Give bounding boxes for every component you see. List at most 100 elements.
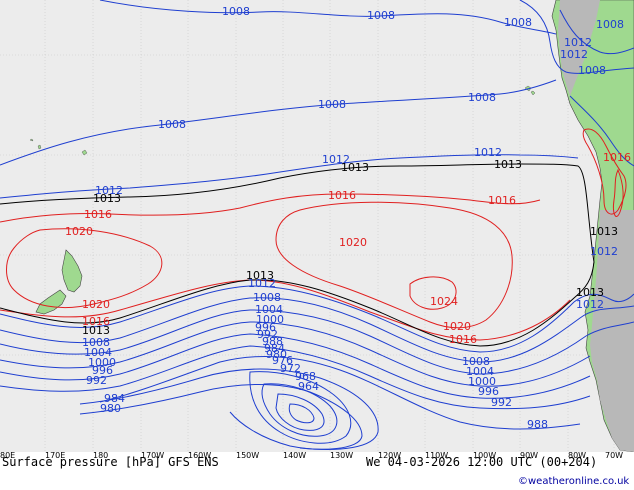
label-1000: 1000 — [256, 313, 284, 326]
label-1000: 1000 — [88, 356, 116, 369]
label-1004: 1004 — [84, 346, 112, 359]
label-980: 980 — [100, 402, 121, 415]
label-1012: 1012 — [322, 153, 350, 166]
label-1008: 1008 — [596, 18, 624, 31]
label-1016: 1016 — [449, 333, 477, 346]
label-988: 988 — [527, 418, 548, 431]
isobar-1016-chile — [582, 128, 627, 215]
isobar-labels: 1008 1008 1008 1008 1012 1012 1008 1008 … — [65, 5, 631, 431]
longitude-label: 80W — [568, 451, 586, 460]
longitude-label: 70W — [605, 451, 623, 460]
isobar-1012-north — [0, 154, 579, 199]
label-996: 996 — [478, 385, 499, 398]
label-1012: 1012 — [560, 48, 588, 61]
argentina-grey-area — [590, 210, 634, 452]
label-1008: 1008 — [82, 336, 110, 349]
new-zealand-north-island — [61, 249, 83, 293]
isobar-968-south — [275, 393, 325, 431]
map-datetime: We 04-03-2026 12:00 UTC (00+204) — [366, 455, 597, 469]
label-976: 976 — [272, 354, 293, 367]
new-zealand-south-island — [35, 289, 67, 315]
label-1024: 1024 — [430, 295, 458, 308]
label-1016: 1016 — [603, 151, 631, 164]
label-1013: 1013 — [576, 286, 604, 299]
label-1004: 1004 — [466, 365, 494, 378]
longitude-label: 170E — [45, 451, 65, 460]
label-988: 988 — [262, 335, 283, 348]
longitude-label: 180 — [93, 451, 108, 460]
isobar-1008-north — [99, 0, 557, 35]
isobar-964-south — [288, 403, 315, 424]
label-964: 964 — [298, 380, 319, 393]
isobar-1004-south — [0, 309, 634, 375]
label-1020: 1020 — [443, 320, 471, 333]
label-984: 984 — [264, 342, 285, 355]
isobar-1013-south — [0, 261, 595, 347]
label-1008: 1008 — [468, 91, 496, 104]
credit-link[interactable]: ©weatheronline.co.uk — [518, 476, 629, 487]
label-1020: 1020 — [82, 298, 110, 311]
label-1013: 1013 — [93, 192, 121, 205]
label-1008: 1008 — [578, 64, 606, 77]
pacific-islands — [29, 138, 88, 156]
isobar-992-south — [0, 345, 591, 410]
label-1013: 1013 — [341, 161, 369, 174]
longitude-label: 120W — [378, 451, 401, 460]
isobar-1012-south — [0, 285, 634, 353]
isobar-976-south — [249, 371, 352, 444]
longitude-labels: 80E 170E 180 170W 160W 150W 140W 130W 120W 110W 10… — [0, 451, 623, 460]
longitude-label: 80E — [0, 451, 15, 460]
label-984: 984 — [104, 392, 125, 405]
isobar-1008-mid — [0, 79, 557, 166]
label-1013: 1013 — [82, 324, 110, 337]
label-1016: 1016 — [488, 194, 516, 207]
label-1020: 1020 — [65, 225, 93, 238]
label-1012: 1012 — [564, 36, 592, 49]
isobar-1008-south — [0, 297, 634, 363]
label-1012: 1012 — [248, 277, 276, 290]
longitude-label: 150W — [236, 451, 259, 460]
label-1008: 1008 — [462, 355, 490, 368]
label-1013: 1013 — [494, 158, 522, 171]
label-992: 992 — [491, 396, 512, 409]
peru-grey-area — [558, 0, 600, 96]
label-992: 992 — [257, 328, 278, 341]
longitude-label: 160W — [188, 451, 211, 460]
label-1012: 1012 — [576, 298, 604, 311]
isobar-1016-north — [0, 193, 541, 223]
label-980: 980 — [266, 348, 287, 361]
label-1013: 1013 — [590, 225, 618, 238]
isobar-1020-central — [275, 201, 513, 329]
isobar-1020-west — [6, 228, 163, 309]
label-1008: 1008 — [158, 118, 186, 131]
isobar-1008-northeast — [519, 0, 634, 74]
isobar-1013-north — [0, 163, 595, 263]
longitude-label: 140W — [283, 451, 306, 460]
isobar-1024 — [409, 276, 457, 310]
isobar-988-south — [99, 356, 581, 430]
label-1016: 1016 — [328, 189, 356, 202]
isobar-1000-south — [0, 321, 591, 387]
isobar-1016-chile-inner — [613, 168, 624, 217]
label-1012: 1012 — [590, 245, 618, 258]
label-1013: 1013 — [246, 269, 274, 282]
longitude-label: 90W — [520, 451, 538, 460]
isobar-1012-south-coast — [569, 95, 634, 167]
label-968: 968 — [295, 370, 316, 383]
label-1004: 1004 — [255, 303, 283, 316]
label-1008: 1008 — [318, 98, 346, 111]
isobar-996-south — [0, 333, 591, 399]
isobar-1016-south — [0, 279, 571, 341]
isobar-972-south — [261, 383, 338, 437]
label-1016: 1016 — [82, 315, 110, 328]
label-972: 972 — [280, 362, 301, 375]
longitude-label: 100W — [473, 451, 496, 460]
map-title: Surface pressure [hPa] GFS ENS — [2, 455, 219, 469]
footer-bar — [0, 452, 634, 490]
isobar-1012-ne — [559, 9, 634, 55]
label-1008: 1008 — [222, 5, 250, 18]
longitude-label: 170W — [141, 451, 164, 460]
label-1008: 1008 — [504, 16, 532, 29]
label-1008: 1008 — [253, 291, 281, 304]
